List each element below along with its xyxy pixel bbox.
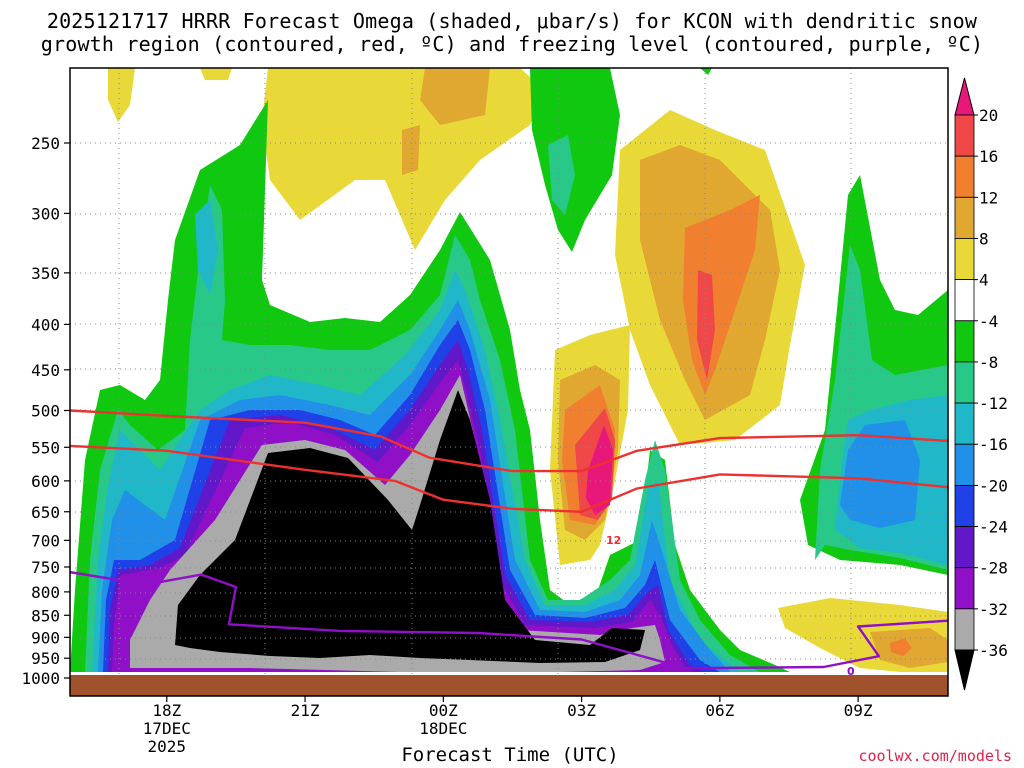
colorbar-label-20: 20	[979, 106, 998, 125]
colorbar-label--28: -28	[979, 559, 1008, 578]
y-tick-label-300: 300	[31, 204, 60, 223]
x-tick-label-06Z: 06Z	[705, 701, 734, 720]
colorbar-swatch-4	[954, 238, 975, 281]
colorbar-label-16: 16	[979, 147, 998, 166]
y-tick-label-900: 900	[31, 628, 60, 647]
x-tick-label-21Z: 21Z	[291, 701, 320, 720]
colorbar-label-8: 8	[979, 229, 989, 248]
colorbar-bottom-arrow	[954, 649, 975, 691]
y-tick-label-550: 550	[31, 438, 60, 457]
omega-band-16-right	[697, 270, 715, 380]
colorbar-label--16: -16	[979, 435, 1008, 454]
omega-band-8-top	[420, 68, 490, 125]
plot-frame	[69, 67, 949, 697]
x-tick-label-18Z: 18Z	[152, 701, 181, 720]
colorbar-swatch-13	[954, 608, 975, 651]
contour-dendritic-snow-growth-12-c	[70, 444, 948, 513]
credit-link[interactable]: coolwx.com/models	[858, 747, 1012, 765]
x-tick-label-00Z: 00Z	[429, 701, 458, 720]
contour-freezing-level-0-c	[70, 570, 948, 670]
y-tick-label-450: 450	[31, 361, 60, 380]
y-tick-label-800: 800	[31, 583, 60, 602]
colorbar-swatch-7	[954, 361, 975, 404]
omega-shading: 12 0	[70, 68, 948, 696]
colorbar-label--4: -4	[979, 312, 998, 331]
colorbar-label--12: -12	[979, 394, 1008, 413]
colorbar-swatch-6	[954, 320, 975, 363]
chart-title-line-1: 2025121717 HRRR Forecast Omega (shaded, …	[46, 9, 978, 33]
colorbar-swatch-3	[954, 196, 975, 239]
y-tick-label-1000: 1000	[21, 669, 60, 688]
freezing-contour-label: 0	[847, 665, 855, 678]
x-axis-title: Forecast Time (UTC)	[401, 744, 619, 766]
colorbar-swatch-1	[954, 114, 975, 157]
omega-core-black	[175, 390, 645, 663]
x-tick-date-17DEC: 17DEC	[143, 719, 191, 738]
omega-band-8-top-2	[402, 125, 420, 175]
colorbar-label--36: -36	[979, 641, 1008, 660]
omega-band-20-mid	[586, 425, 613, 515]
omega-descent-shading	[108, 68, 948, 672]
x-tick-year-2025: 2025	[148, 737, 187, 756]
ground-strip	[70, 675, 948, 696]
colorbar-swatch-9	[954, 443, 975, 486]
y-tick-label-600: 600	[31, 472, 60, 491]
y-tick-label-950: 950	[31, 649, 60, 668]
colorbar-swatch-2	[954, 155, 975, 198]
chart-title-line-2: growth region (contoured, red, ºC) and f…	[40, 32, 984, 56]
omega-band-4-top-left	[108, 68, 135, 122]
colorbar-label--24: -24	[979, 518, 1008, 537]
y-tick-label-750: 750	[31, 558, 60, 577]
y-tick-label-250: 250	[31, 134, 60, 153]
y-tick-label-500: 500	[31, 402, 60, 421]
contour-dendritic-snow-growth-18-c	[70, 409, 948, 473]
colorbar-label--20: -20	[979, 476, 1008, 495]
colorbar-swatch-12	[954, 567, 975, 610]
colorbar-top-arrow	[954, 77, 975, 116]
colorbar-label-4: 4	[979, 271, 989, 290]
colorbar-label--8: -8	[979, 353, 998, 372]
colorbar-swatch-8	[954, 402, 975, 445]
x-tick-label-09Z: 09Z	[844, 701, 873, 720]
y-tick-label-850: 850	[31, 606, 60, 625]
colorbar-label--32: -32	[979, 600, 1008, 619]
omega-band-4-top-left-2	[200, 68, 232, 80]
omega-band-m12-top-left	[195, 200, 218, 295]
x-tick-date-18DEC: 18DEC	[419, 719, 467, 738]
y-tick-label-700: 700	[31, 531, 60, 550]
colorbar-swatch-11	[954, 526, 975, 569]
omega-band-m4-top	[530, 68, 620, 252]
colorbar-swatch-10	[954, 484, 975, 527]
contour-lines	[70, 409, 948, 670]
omega-band-m4-top-right	[700, 68, 712, 75]
y-axis: 250 300 350 400 450 500 550 600 650 700 750 800 850 9…	[21, 134, 70, 688]
x-tick-label-03Z: 03Z	[567, 701, 596, 720]
y-tick-label-350: 350	[31, 264, 60, 283]
y-tick-label-400: 400	[31, 315, 60, 334]
colorbar: 20 16 12 8 4 -4 -8 -12 -16 -20 -24 -28 -32 -36	[954, 77, 1008, 691]
colorbar-label-12: 12	[979, 188, 998, 207]
omega-band-m8-top	[548, 135, 575, 215]
y-tick-label-650: 650	[31, 503, 60, 522]
omega-band-12-bottom-right	[890, 638, 912, 656]
colorbar-swatch-5	[954, 279, 975, 322]
snow-growth-contour-label: 12	[606, 534, 621, 547]
